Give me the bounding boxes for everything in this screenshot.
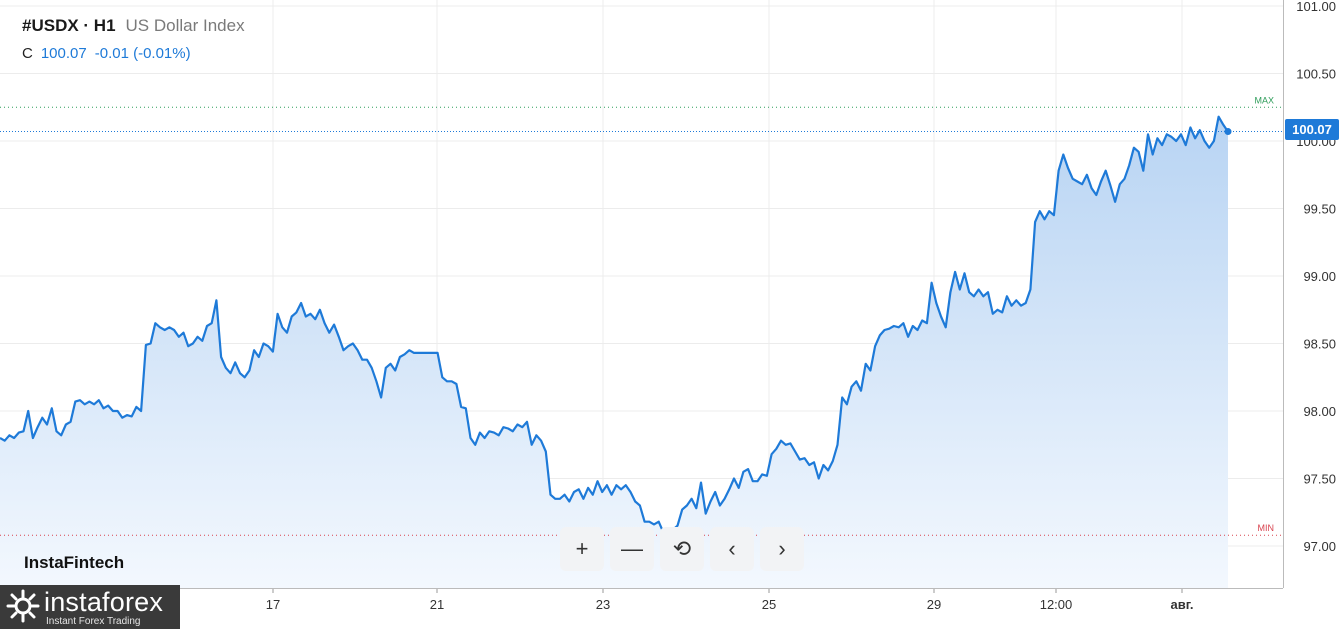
last-point	[1224, 128, 1232, 136]
x-tick-label: 23	[596, 597, 610, 612]
y-tick-label: 97.50	[1303, 472, 1336, 487]
x-tick-label: 25	[762, 597, 776, 612]
x-tick-label: 12:00	[1040, 597, 1073, 612]
x-axis-ticks: 17 21 23 25 29 12:00 авг.	[266, 597, 1194, 612]
level-markers: MAX MIN	[0, 95, 1283, 536]
max-label: MAX	[1254, 95, 1274, 105]
series-line	[0, 115, 1229, 534]
reset-zoom-button[interactable]: ⟲	[660, 527, 704, 571]
x-tick-label: 29	[927, 597, 941, 612]
axes	[0, 0, 1284, 593]
y-tick-label: 100.50	[1296, 67, 1336, 82]
scroll-left-button[interactable]: ‹	[710, 527, 754, 571]
zoom-in-button[interactable]: +	[560, 527, 604, 571]
instaforex-logo-icon	[6, 589, 40, 623]
y-tick-label: 99.00	[1303, 269, 1336, 284]
y-tick-label: 101.00	[1296, 0, 1336, 14]
symbol-title: #USDX · H1	[22, 16, 116, 35]
x-tick-label: 21	[430, 597, 444, 612]
watermark-text: InstaFintech	[24, 553, 125, 572]
symbol-description: US Dollar Index	[125, 16, 245, 35]
brand-name: instaforex	[44, 587, 164, 617]
y-axis-ticks: 101.00100.50100.0099.5099.0098.5098.0097…	[1296, 0, 1336, 554]
x-tick-label: авг.	[1171, 597, 1194, 612]
scroll-right-button[interactable]: ›	[760, 527, 804, 571]
y-tick-label: 98.50	[1303, 337, 1336, 352]
close-label: C	[22, 45, 33, 62]
min-label: MIN	[1258, 523, 1275, 533]
y-tick-label: 99.50	[1303, 202, 1336, 217]
y-tick-label: 98.00	[1303, 404, 1336, 419]
x-tick-label: 17	[266, 597, 280, 612]
close-value: 100.07	[40, 45, 87, 62]
zoom-out-button[interactable]: —	[610, 527, 654, 571]
y-tick-label: 97.00	[1303, 539, 1336, 554]
brand-tagline: Instant Forex Trading	[46, 616, 141, 627]
last-price-tag: 100.07	[1285, 119, 1339, 140]
chart-toolbar: + — ⟲ ‹ ›	[560, 527, 804, 571]
series-area	[0, 116, 1228, 588]
change-value: -0.01 (-0.01%)	[94, 45, 191, 62]
brand-logo[interactable]: instaforex Instant Forex Trading	[0, 585, 180, 629]
chart-legend: #USDX · H1 US Dollar Index C 100.07 -0.0…	[14, 10, 255, 66]
